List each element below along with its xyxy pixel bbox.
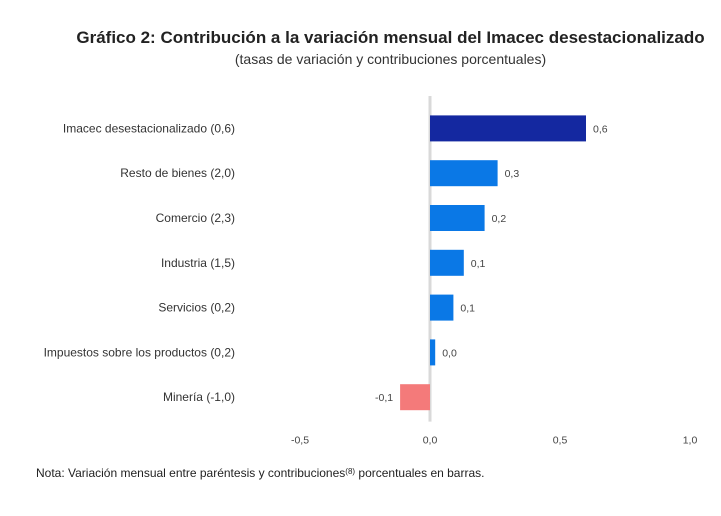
x-tick-label: -0,5 xyxy=(291,435,309,447)
data-label: 0,2 xyxy=(492,213,507,225)
bar xyxy=(430,339,436,366)
bar xyxy=(430,205,485,231)
category-label: Imacec desestacionalizado (0,6) xyxy=(63,121,235,135)
x-tick-label: 0,0 xyxy=(423,435,438,447)
bar xyxy=(430,249,464,276)
chart-subtitle: (tasas de variación y contribuciones por… xyxy=(234,51,547,67)
bar xyxy=(400,384,430,411)
note-reference: (8) xyxy=(345,467,356,476)
category-label: Impuestos sobre los productos (0,2) xyxy=(44,345,235,359)
chart-note: Nota: Variación mensual entre paréntesis… xyxy=(36,466,484,480)
category-label: Comercio (2,3) xyxy=(156,211,235,225)
category-label: Resto de bienes (2,0) xyxy=(120,166,235,180)
category-label: Industria (1,5) xyxy=(161,256,235,270)
note-text: Nota: Variación mensual entre paréntesis… xyxy=(36,466,346,480)
note-text-end: porcentuales en barras. xyxy=(355,466,485,480)
data-label: 0,1 xyxy=(471,258,486,270)
category-label: Minería (-1,0) xyxy=(163,390,235,404)
bar xyxy=(430,115,586,142)
data-label: 0,0 xyxy=(442,347,457,359)
data-label: 0,3 xyxy=(505,168,520,180)
data-label: -0,1 xyxy=(375,392,393,404)
bar xyxy=(430,160,498,187)
bar xyxy=(430,294,454,321)
x-tick-label: 0,5 xyxy=(553,435,568,447)
category-label: Servicios (0,2) xyxy=(158,301,235,315)
data-label: 0,6 xyxy=(593,123,608,135)
chart-title: Gráfico 2: Contribución a la variación m… xyxy=(76,28,705,47)
x-tick-label: 1,0 xyxy=(683,435,698,447)
data-label: 0,1 xyxy=(460,303,475,315)
